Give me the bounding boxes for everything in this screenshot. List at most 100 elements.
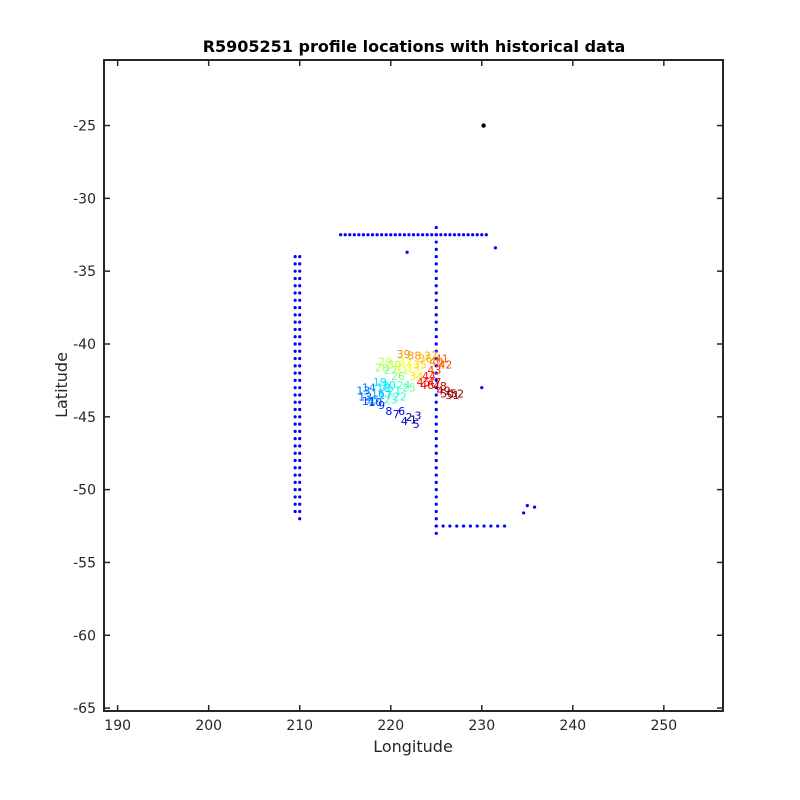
historical-point xyxy=(434,422,438,426)
profile-point: 15 xyxy=(366,393,380,406)
y-tick-label: -50 xyxy=(73,483,96,499)
profile-point: 48 xyxy=(433,380,447,393)
historical-point xyxy=(298,429,302,433)
profile-point: 20 xyxy=(382,379,396,392)
historical-point xyxy=(293,393,297,397)
historical-point xyxy=(298,276,302,281)
historical-point xyxy=(411,233,416,237)
historical-point xyxy=(298,415,302,419)
profile-point: 31 xyxy=(395,364,409,377)
historical-point xyxy=(471,233,475,237)
historical-point xyxy=(293,305,297,310)
historical-point xyxy=(298,393,302,397)
isolated-point xyxy=(481,123,486,128)
profile-point: 26 xyxy=(391,370,405,383)
historical-point xyxy=(434,451,438,455)
profile-point: 19 xyxy=(373,376,387,389)
historical-point xyxy=(293,320,297,324)
historical-point xyxy=(434,458,438,463)
historical-point xyxy=(357,233,361,237)
historical-point xyxy=(434,480,438,484)
historical-point xyxy=(441,524,445,528)
x-tick-label: 240 xyxy=(559,718,586,734)
historical-point xyxy=(434,386,438,390)
historical-point xyxy=(439,233,443,237)
historical-point xyxy=(293,480,297,484)
historical-point xyxy=(298,407,302,412)
historical-point xyxy=(293,298,297,302)
historical-point xyxy=(434,356,438,361)
historical-point xyxy=(293,269,297,273)
historical-point xyxy=(434,269,438,273)
profile-point: 9 xyxy=(378,399,385,412)
historical-point xyxy=(293,255,297,259)
historical-point xyxy=(298,509,302,514)
historical-point xyxy=(298,320,302,324)
historical-point xyxy=(298,335,302,339)
x-tick-label: 210 xyxy=(286,718,313,734)
historical-point xyxy=(393,233,397,237)
profile-point: 18 xyxy=(376,382,390,395)
historical-point xyxy=(532,505,537,509)
x-tick-label: 200 xyxy=(195,718,222,734)
historical-point xyxy=(434,291,438,295)
historical-point xyxy=(434,393,438,397)
historical-point xyxy=(293,335,297,339)
historical-point xyxy=(443,233,447,237)
historical-point xyxy=(434,327,438,332)
historical-point xyxy=(366,233,370,237)
historical-point xyxy=(293,276,297,281)
historical-point xyxy=(348,233,352,237)
historical-point xyxy=(293,407,297,412)
profile-points-layer: 12 34 567891011121314151617181920212223242… xyxy=(356,348,464,431)
profile-point: 37 xyxy=(424,350,438,363)
historical-point xyxy=(293,262,297,266)
historical-point xyxy=(434,415,438,419)
historical-point xyxy=(457,233,461,237)
historical-point xyxy=(293,327,297,332)
historical-point xyxy=(484,233,488,237)
historical-point xyxy=(448,524,452,528)
historical-point xyxy=(434,349,438,353)
historical-point xyxy=(434,517,438,521)
historical-point xyxy=(434,284,438,288)
profile-point: 32 xyxy=(398,355,412,368)
x-tick-label: 230 xyxy=(468,718,495,734)
historical-point xyxy=(434,240,438,244)
historical-point xyxy=(384,233,388,237)
y-tick-label: -25 xyxy=(73,119,96,135)
historical-point xyxy=(293,458,297,463)
profile-point: 27 xyxy=(384,364,398,377)
y-axis: -25 -30 -35 -40 -45 -50 -55 -60 -65 xyxy=(73,119,723,717)
historical-point xyxy=(298,378,302,383)
historical-point xyxy=(293,422,297,426)
historical-point xyxy=(293,349,297,353)
historical-point xyxy=(293,444,297,448)
historical-point xyxy=(298,466,302,470)
historical-point xyxy=(480,233,484,237)
profile-point: 44 xyxy=(422,370,436,383)
historical-point xyxy=(298,291,302,295)
profile-point: 7 xyxy=(393,408,400,421)
historical-point xyxy=(298,444,302,448)
plot-frame xyxy=(103,59,724,712)
historical-point xyxy=(434,437,438,441)
historical-point xyxy=(493,246,498,250)
profile-point: 2 xyxy=(405,411,412,424)
historical-point xyxy=(475,524,479,528)
historical-point xyxy=(298,437,302,441)
historical-point xyxy=(434,524,438,528)
historical-point xyxy=(298,400,302,404)
profile-point: 24 xyxy=(396,379,410,392)
profile-point: 38 xyxy=(407,350,421,363)
historical-point xyxy=(421,233,425,237)
historical-point xyxy=(298,284,302,288)
y-tick-label: -35 xyxy=(73,264,96,280)
historical-point xyxy=(434,335,438,339)
historical-point xyxy=(293,284,297,288)
historical-point xyxy=(448,233,452,237)
historical-point xyxy=(434,429,438,433)
historical-point xyxy=(434,466,438,470)
x-tick-label: 220 xyxy=(377,718,404,734)
